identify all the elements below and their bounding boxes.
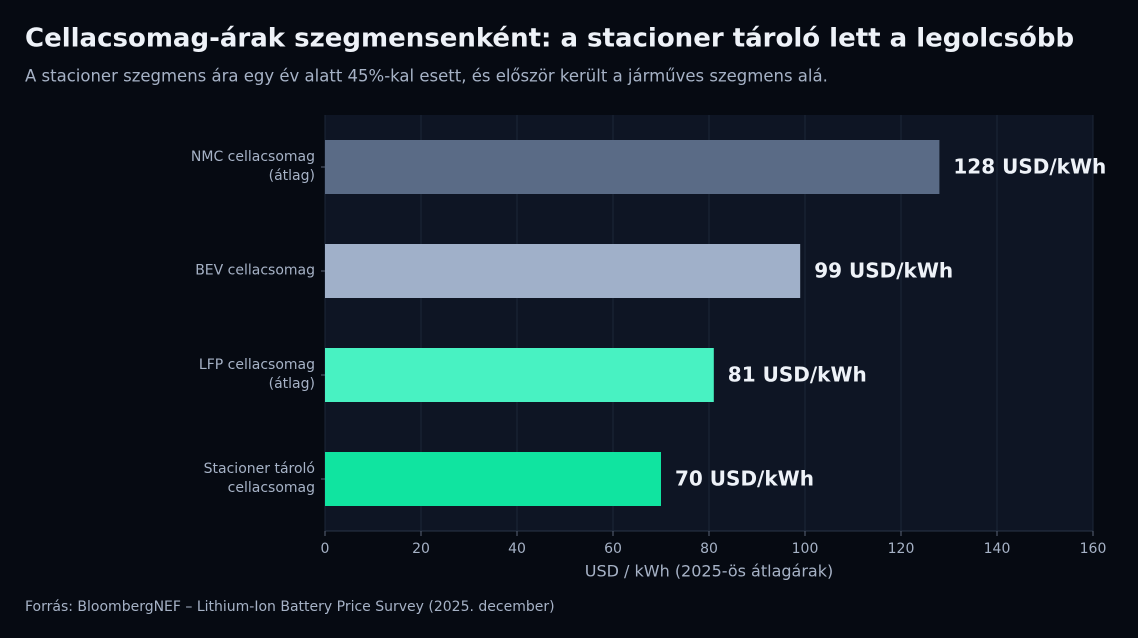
bar bbox=[325, 140, 940, 194]
value-label: 99 USD/kWh bbox=[814, 259, 953, 283]
source-note: Forrás: BloombergNEF – Lithium-Ion Batte… bbox=[25, 599, 555, 615]
value-label: 128 USD/kWh bbox=[953, 155, 1106, 179]
x-tick-label: 120 bbox=[888, 541, 915, 557]
x-tick-label: 80 bbox=[700, 541, 718, 557]
bar bbox=[325, 244, 801, 298]
value-label: 70 USD/kWh bbox=[675, 467, 814, 491]
x-tick-label: 160 bbox=[1080, 541, 1107, 557]
x-tick-label: 60 bbox=[604, 541, 622, 557]
y-tick-label: NMC cellacsomag (átlag) bbox=[190, 149, 315, 184]
y-tick-label: LFP cellacsomag (átlag) bbox=[198, 357, 315, 392]
x-tick-label: 100 bbox=[792, 541, 819, 557]
x-tick-label: 140 bbox=[984, 541, 1011, 557]
y-tick-label: Stacioner tároló cellacsomag bbox=[203, 461, 315, 496]
value-label: 81 USD/kWh bbox=[728, 363, 867, 387]
x-tick-label: 20 bbox=[412, 541, 430, 557]
x-tick-label: 0 bbox=[321, 541, 330, 557]
bar bbox=[325, 348, 714, 402]
x-tick-label: 40 bbox=[508, 541, 526, 557]
x-axis-label: USD / kWh (2025-ös átlagárak) bbox=[585, 562, 833, 581]
chart-title: Cellacsomag-árak szegmensenként: a staci… bbox=[25, 24, 1074, 54]
bar bbox=[325, 452, 661, 506]
chart-subtitle: A stacioner szegmens ára egy év alatt 45… bbox=[25, 67, 828, 86]
y-tick-label: BEV cellacsomag bbox=[195, 262, 315, 279]
